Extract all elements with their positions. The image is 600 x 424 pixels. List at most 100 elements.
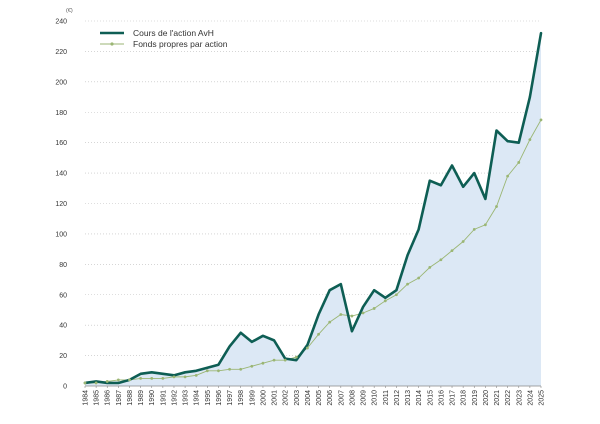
point-equity-1996 xyxy=(217,369,220,373)
y-tick-label: 120 xyxy=(55,201,67,208)
point-equity-1992 xyxy=(172,375,176,379)
legend: Cours de l'action AvH Fonds propres par … xyxy=(100,28,228,49)
x-tick-label: 1991 xyxy=(160,390,167,406)
series-markers xyxy=(83,118,543,385)
legend-label-equity: Fonds propres par action xyxy=(133,39,228,49)
x-tick-label: 2007 xyxy=(338,390,345,406)
x-tick-label: 1984 xyxy=(83,390,90,406)
y-tick-label: 140 xyxy=(55,171,67,178)
x-tick-label: 1988 xyxy=(127,390,134,406)
point-equity-2022 xyxy=(506,174,510,178)
y-tick-label: 100 xyxy=(55,231,67,238)
point-equity-1998 xyxy=(239,367,243,371)
x-tick-label: 2022 xyxy=(505,390,512,406)
series-lines xyxy=(83,31,543,385)
point-equity-2014 xyxy=(417,276,421,280)
point-equity-2010 xyxy=(372,307,376,310)
point-equity-1986 xyxy=(105,380,109,383)
x-tick-label: 2001 xyxy=(272,390,279,406)
y-tick-label: 0 xyxy=(63,384,67,391)
legend-label-share-price: Cours de l'action AvH xyxy=(133,28,214,38)
point-equity-1989 xyxy=(139,377,143,380)
y-unit-label: (€) xyxy=(66,8,73,14)
point-equity-2024 xyxy=(528,138,532,142)
x-tick-label: 2002 xyxy=(283,390,290,406)
y-tick-label: 200 xyxy=(55,79,67,86)
x-tick-label: 2005 xyxy=(316,390,323,406)
gridlines xyxy=(85,20,541,356)
x-tick-label: 2016 xyxy=(438,390,445,406)
point-equity-2012 xyxy=(395,293,398,297)
x-tick-label: 2021 xyxy=(494,390,501,406)
point-equity-2019 xyxy=(472,227,476,231)
point-equity-2009 xyxy=(361,311,365,315)
x-tick-label: 2000 xyxy=(260,390,267,406)
point-equity-2003 xyxy=(294,355,298,359)
point-equity-2017 xyxy=(450,249,454,253)
point-equity-2025 xyxy=(539,118,543,122)
point-equity-1993 xyxy=(183,375,187,379)
point-equity-1990 xyxy=(150,377,154,380)
y-tick-label: 160 xyxy=(55,140,67,147)
point-equity-2000 xyxy=(261,361,265,365)
x-tick-label: 2019 xyxy=(472,390,479,406)
x-tick-label: 2025 xyxy=(539,390,546,406)
point-equity-2021 xyxy=(495,205,498,208)
x-tick-label: 2018 xyxy=(461,390,468,406)
x-tick-label: 1986 xyxy=(105,390,112,406)
y-tick-label: 80 xyxy=(59,262,67,269)
x-tick-label: 2014 xyxy=(416,390,423,406)
x-tick-label: 2012 xyxy=(394,390,401,406)
x-tick-label: 1999 xyxy=(249,390,256,406)
x-tick-label: 1996 xyxy=(216,390,223,406)
x-tick-label: 2004 xyxy=(305,390,312,406)
point-equity-2005 xyxy=(317,332,320,336)
y-tick-label: 40 xyxy=(59,323,67,330)
point-equity-2006 xyxy=(328,320,332,324)
x-tick-label: 2008 xyxy=(349,390,356,406)
line-share-price xyxy=(83,31,543,385)
x-tick-label: 1992 xyxy=(171,390,178,406)
x-tick-label: 2009 xyxy=(361,390,368,406)
x-tick-label: 1995 xyxy=(205,390,212,406)
legend-marker-equity xyxy=(110,42,114,46)
point-equity-2023 xyxy=(517,161,521,164)
point-equity-2008 xyxy=(350,314,354,318)
point-equity-1987 xyxy=(116,378,120,382)
point-equity-2020 xyxy=(483,223,487,227)
point-equity-2013 xyxy=(406,282,409,286)
point-equity-1985 xyxy=(94,381,98,385)
x-tick-label: 2006 xyxy=(327,390,334,406)
x-tick-label: 2013 xyxy=(405,390,412,406)
y-tick-label: 240 xyxy=(55,19,67,26)
point-equity-1984 xyxy=(83,381,87,385)
x-tick-label: 1985 xyxy=(94,390,101,406)
point-equity-2002 xyxy=(283,358,287,362)
x-tick-label: 1994 xyxy=(194,390,201,406)
x-tick-label: 2003 xyxy=(294,390,301,406)
point-equity-1999 xyxy=(250,364,254,368)
x-tick-label: 1987 xyxy=(116,390,123,406)
x-tick-label: 2010 xyxy=(372,390,379,406)
x-tick-label: 1993 xyxy=(183,390,190,406)
point-equity-2011 xyxy=(383,299,387,303)
x-tick-labels: 1984 1985 1986 1987 1988 1989 1990 1991 1992 1993… xyxy=(83,386,546,406)
point-equity-1991 xyxy=(161,377,165,380)
x-tick-label: 1997 xyxy=(227,390,234,406)
y-tick-label: 180 xyxy=(55,110,67,117)
x-tick-label: 2011 xyxy=(383,390,390,405)
point-equity-2015 xyxy=(428,265,432,269)
point-equity-1995 xyxy=(205,369,209,373)
point-equity-1988 xyxy=(128,378,131,382)
point-equity-2016 xyxy=(439,258,443,262)
area-share-price xyxy=(85,33,541,387)
y-tick-label: 60 xyxy=(59,292,67,299)
area-layer xyxy=(85,33,541,387)
point-equity-2018 xyxy=(461,240,465,243)
x-tick-label: 1998 xyxy=(238,390,245,406)
point-equity-1994 xyxy=(194,373,198,377)
point-equity-1997 xyxy=(228,367,231,371)
y-tick-label: 220 xyxy=(55,49,67,56)
y-tick-labels: 0 20 40 60 80 100 120 140 160 180 200 220 240 xyxy=(55,19,67,391)
